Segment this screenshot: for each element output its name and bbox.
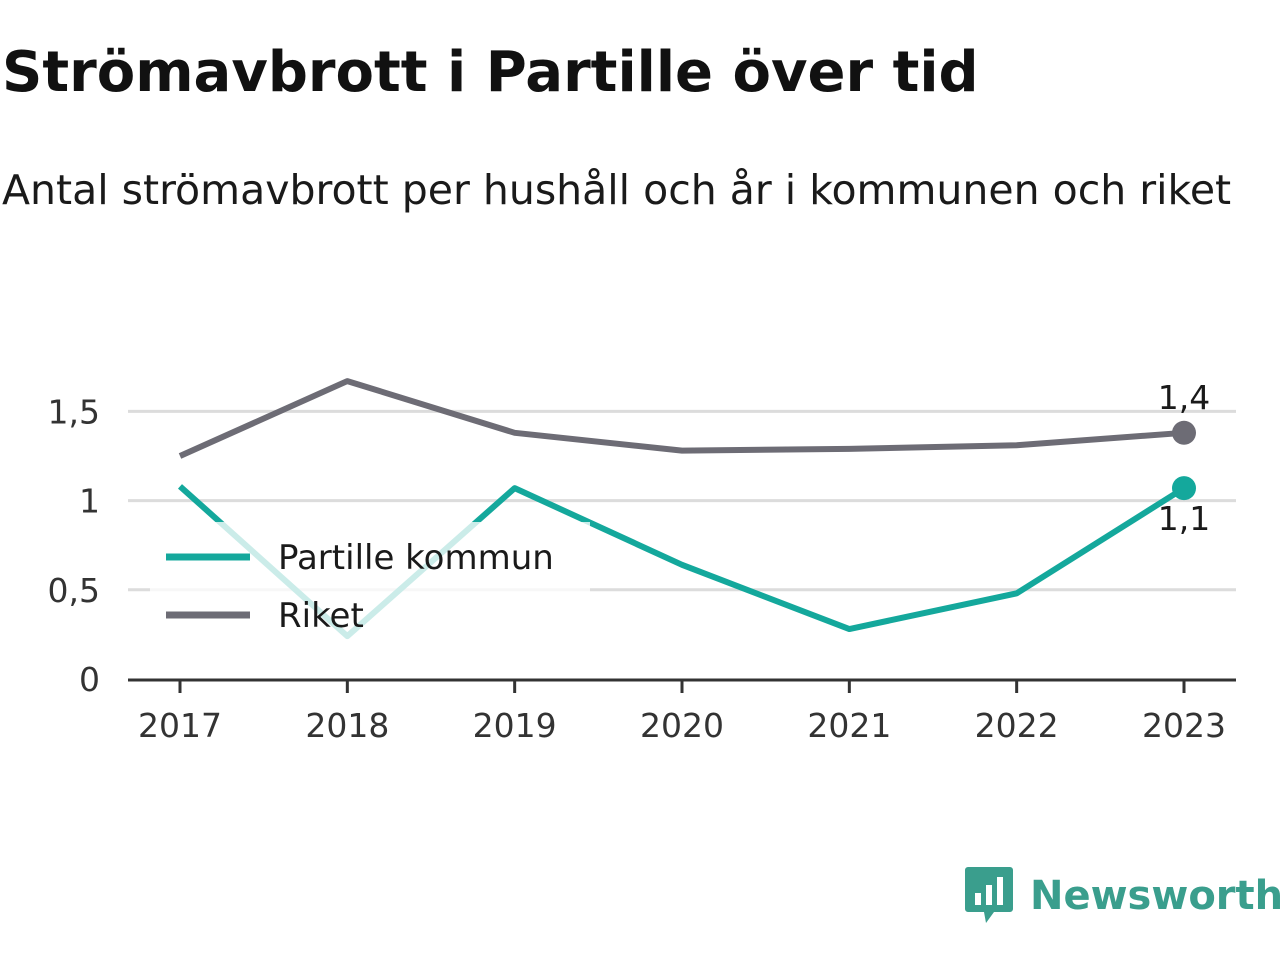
y-tick-label: 1 (79, 482, 100, 521)
legend-label: Partille kommun (278, 538, 554, 578)
legend-background (150, 522, 590, 646)
x-tick-label: 2017 (138, 706, 222, 745)
chart-title: Strömavbrott i Partille över tid (2, 40, 979, 105)
chart-subtitle: Antal strömavbrott per hushåll och år i … (2, 166, 1232, 214)
end-labels: 1,1 1,4 (1158, 378, 1210, 538)
x-tick-label: 2020 (640, 706, 724, 745)
newsworthy-logo-text: Newsworthy (1030, 873, 1280, 919)
end-value-label: 1,4 (1158, 378, 1210, 417)
y-tick-label: 0,5 (48, 571, 100, 610)
x-tick-label: 2022 (975, 706, 1059, 745)
x-tick-label: 2018 (305, 706, 389, 745)
newsworthy-logo: Newsworthy (964, 864, 1280, 928)
end-value-label: 1,1 (1158, 499, 1210, 538)
newsworthy-logo-icon (965, 867, 1013, 923)
x-tick-label: 2023 (1142, 706, 1226, 745)
series-line-riket (178, 378, 1185, 459)
x-tick-label: 2021 (807, 706, 891, 745)
y-axis: 0 0,5 1 1,5 (48, 392, 100, 699)
legend: Partille kommun Riket (150, 522, 590, 646)
end-point-marker (1172, 476, 1196, 501)
y-tick-label: 0 (79, 660, 100, 699)
x-tick-label: 2019 (473, 706, 557, 745)
end-point-marker (1172, 420, 1196, 445)
y-tick-label: 1,5 (48, 392, 100, 431)
legend-label: Riket (278, 596, 364, 636)
x-axis: 2017 2018 2019 2020 2021 2022 2023 (128, 678, 1236, 745)
